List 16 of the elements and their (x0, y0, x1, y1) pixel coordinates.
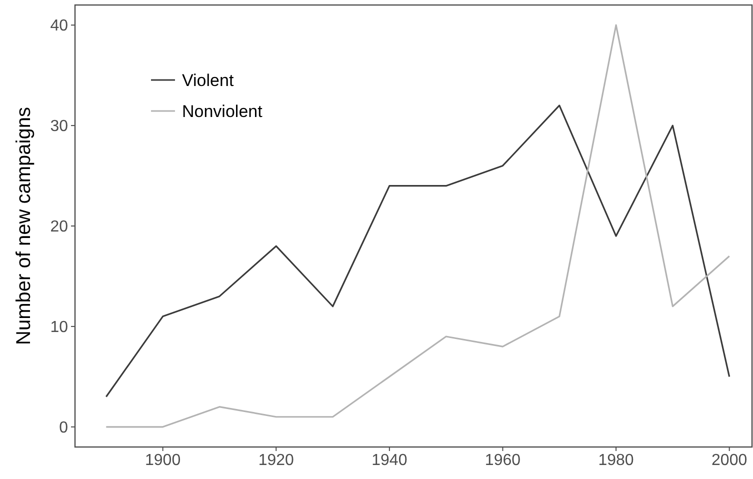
y-tick-label: 20 (50, 218, 68, 236)
x-tick-label: 1900 (145, 452, 181, 469)
y-tick-label: 10 (50, 319, 68, 336)
x-tick-label: 1960 (484, 452, 521, 469)
y-tick-label: 40 (50, 18, 68, 35)
x-tick-label: 2000 (712, 452, 748, 469)
legend-label: Nonviolent (182, 102, 263, 121)
x-tick-label: 1980 (598, 452, 634, 469)
y-tick-label: 30 (50, 118, 68, 136)
y-tick-label: 0 (59, 420, 68, 437)
line-series (105, 104, 730, 398)
line-series (105, 24, 730, 428)
x-tick-label: 1920 (258, 452, 294, 469)
x-tick-label: 1940 (372, 452, 408, 469)
y-axis-title: Number of new campaigns (13, 107, 35, 345)
legend-label: Violent (182, 70, 234, 90)
